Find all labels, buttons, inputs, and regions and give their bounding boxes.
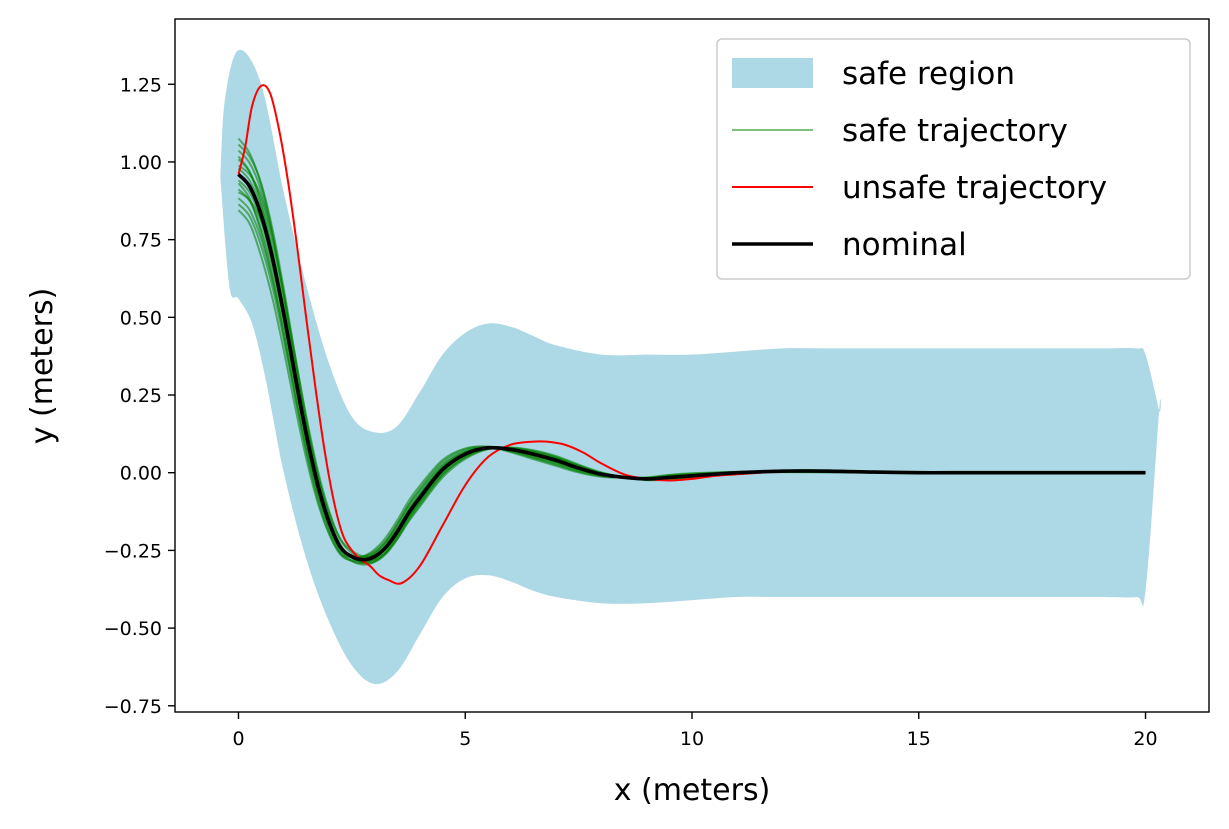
y-axis-label: y (meters) <box>25 288 60 445</box>
x-tick-label: 15 <box>907 728 931 750</box>
legend-patch-safe-region <box>732 58 813 88</box>
plot-area <box>220 49 1161 685</box>
legend-label-unsafe-trajectory: unsafe trajectory <box>842 170 1107 206</box>
legend-label-safe-trajectory: safe trajectory <box>842 113 1068 149</box>
y-tick-label: 1.25 <box>120 74 162 96</box>
y-tick-label: −0.25 <box>104 540 162 562</box>
y-tick-label: −0.50 <box>104 618 162 640</box>
y-tick-label: 1.00 <box>120 152 162 174</box>
safe-region-fill <box>220 49 1161 685</box>
y-axis-ticks: −0.75 −0.50 −0.25 0.00 0.25 0.50 0.75 1.00 1.25 <box>104 74 175 718</box>
y-tick-label: 0.25 <box>120 385 162 407</box>
y-tick-label: 0.50 <box>120 307 162 329</box>
y-tick-label: −0.75 <box>104 696 162 718</box>
legend-label-nominal: nominal <box>842 227 967 263</box>
y-tick-label: 0.75 <box>120 230 162 252</box>
x-tick-label: 10 <box>680 728 704 750</box>
x-axis-label: x (meters) <box>614 773 771 808</box>
x-axis-ticks: 0 5 10 15 20 <box>232 712 1158 750</box>
x-tick-label: 5 <box>459 728 471 750</box>
y-tick-label: 0.00 <box>120 463 162 485</box>
nominal-trajectory-line <box>237 173 1146 562</box>
unsafe-trajectory-line <box>237 84 806 585</box>
legend: safe region safe trajectory unsafe traje… <box>716 38 1191 280</box>
legend-label-safe-region: safe region <box>842 56 1015 92</box>
legend-box <box>716 38 1191 280</box>
x-tick-label: 0 <box>232 728 244 750</box>
x-tick-label: 20 <box>1133 728 1157 750</box>
